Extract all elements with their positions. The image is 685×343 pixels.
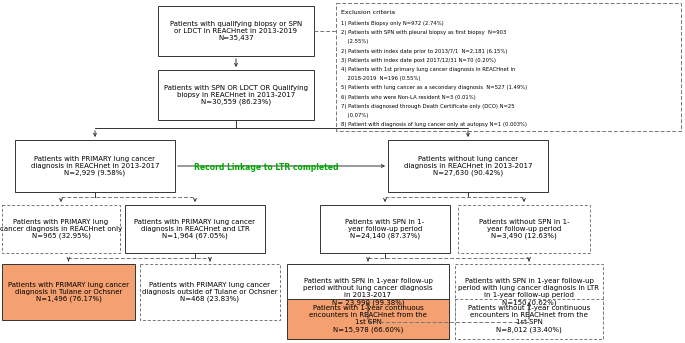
Text: 8) Patient with diagnosis of lung cancer only at autopsy N=1 (0.003%): 8) Patient with diagnosis of lung cancer…	[341, 122, 527, 127]
Bar	[455, 264, 603, 320]
Bar	[15, 140, 175, 192]
Bar	[287, 264, 449, 320]
Text: Patients with 1-year continuous
encounters in REACHnet from the
1st SPN
N=15,978: Patients with 1-year continuous encounte…	[309, 305, 427, 333]
Text: Patients with PRIMARY lung cancer
diagnosis in REACHnet in 2013-2017
N=2,929 (9.: Patients with PRIMARY lung cancer diagno…	[31, 156, 159, 176]
Bar	[158, 6, 314, 56]
Text: 4) Patients with 1st primary lung cancer diagnosis in REACHnet in: 4) Patients with 1st primary lung cancer…	[341, 67, 515, 72]
Text: Patients with qualifying biopsy or SPN
or LDCT in REACHnet in 2013-2019
N=35,437: Patients with qualifying biopsy or SPN o…	[170, 21, 302, 41]
Text: Record Linkage to LTR completed: Record Linkage to LTR completed	[194, 164, 338, 173]
Bar	[287, 299, 449, 339]
Text: Patients with PRIMARY lung
cancer diagnosis in REACHnet only
N=965 (32.95%): Patients with PRIMARY lung cancer diagno…	[0, 219, 122, 239]
Text: Patients with SPN in 1-year follow-up
period with lung cancer diagnosis in LTR
i: Patients with SPN in 1-year follow-up pe…	[458, 278, 599, 306]
Text: 1) Patients Biopsy only N=972 (2.74%): 1) Patients Biopsy only N=972 (2.74%)	[341, 21, 444, 26]
Text: Patients with PRIMARY lung cancer
diagnosis in Tulane or Ochsner
N=1,496 (76.17%: Patients with PRIMARY lung cancer diagno…	[8, 282, 129, 302]
Text: 7) Patients diagnosed through Death Certificate only (DCO) N=25: 7) Patients diagnosed through Death Cert…	[341, 104, 514, 109]
Text: (0.07%): (0.07%)	[341, 113, 369, 118]
Text: 2) Patients with SPN with pleural biopsy as first biopsy  N=903: 2) Patients with SPN with pleural biopsy…	[341, 30, 506, 35]
Text: Patients with PRIMARY lung cancer
diagnosis in REACHnet and LTR
N=1,964 (67.05%): Patients with PRIMARY lung cancer diagno…	[134, 219, 256, 239]
Text: Patients with SPN in 1-
year follow-up period
N=24,140 (87.37%): Patients with SPN in 1- year follow-up p…	[345, 219, 425, 239]
Text: 2) Patients with index date prior to 2013/7/1  N=2,181 (6.15%): 2) Patients with index date prior to 201…	[341, 49, 508, 54]
Text: 2018-2019  N=196 (0.55%): 2018-2019 N=196 (0.55%)	[341, 76, 421, 81]
Bar	[336, 3, 681, 131]
Text: Exclusion criteria: Exclusion criteria	[341, 10, 395, 15]
Text: 3) Patients with index date post 2017/12/31 N=70 (0.20%): 3) Patients with index date post 2017/12…	[341, 58, 496, 63]
Bar	[158, 70, 314, 120]
Text: Patients without SPN in 1-
year follow-up period
N=3,490 (12.63%): Patients without SPN in 1- year follow-u…	[479, 219, 569, 239]
Text: (2.55%): (2.55%)	[341, 39, 369, 44]
Bar	[2, 264, 135, 320]
Bar	[458, 205, 590, 253]
Bar	[320, 205, 450, 253]
Bar	[455, 299, 603, 339]
Bar	[388, 140, 548, 192]
Bar	[125, 205, 265, 253]
Text: Patients with PRIMARY lung cancer
diagnosis outside of Tulane or Ochsner
N=468 (: Patients with PRIMARY lung cancer diagno…	[142, 282, 278, 302]
Text: Patients without 1-year continuous
encounters in REACHnet from the
1st SPN
N=8,0: Patients without 1-year continuous encou…	[468, 305, 590, 333]
Bar	[140, 264, 280, 320]
Text: Patients with SPN in 1-year follow-up
period without lung cancer diagnosis
in 20: Patients with SPN in 1-year follow-up pe…	[303, 278, 433, 306]
Text: 6) Patients who were Non-LA resident N=3 (0.01%): 6) Patients who were Non-LA resident N=3…	[341, 95, 476, 99]
Bar	[2, 205, 120, 253]
Text: 5) Patients with lung cancer as a secondary diagnosis  N=527 (1.49%): 5) Patients with lung cancer as a second…	[341, 85, 527, 91]
Text: Patients without lung cancer
diagnosis in REACHnet in 2013-2017
N=27,630 (90.42%: Patients without lung cancer diagnosis i…	[403, 156, 532, 176]
Text: Patients with SPN OR LDCT OR Qualifying
biopsy in REACHnet in 2013-2017
N=30,559: Patients with SPN OR LDCT OR Qualifying …	[164, 85, 308, 105]
